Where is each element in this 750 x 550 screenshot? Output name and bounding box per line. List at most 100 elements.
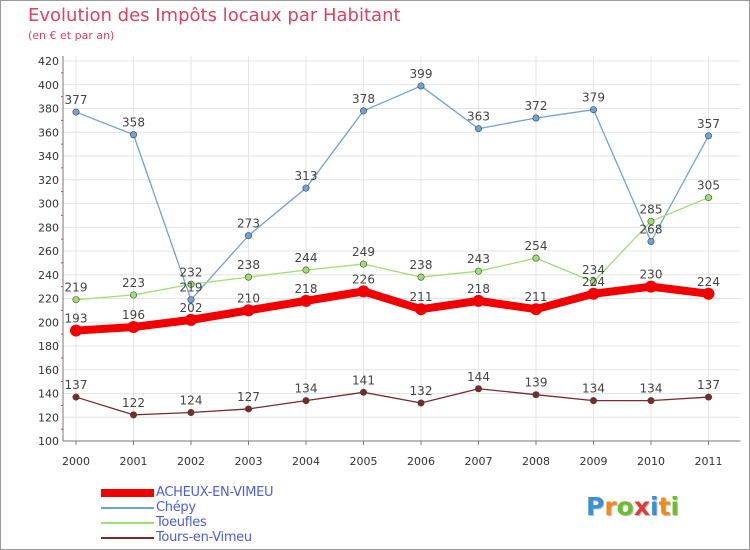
data-point xyxy=(647,397,655,405)
data-label: 358 xyxy=(122,116,145,130)
data-point xyxy=(647,238,655,246)
y-tick-label: 180 xyxy=(38,340,59,353)
data-label: 238 xyxy=(237,258,260,272)
data-point xyxy=(70,324,82,337)
data-point xyxy=(130,131,138,139)
y-tick-label: 380 xyxy=(38,103,59,116)
data-point xyxy=(587,287,600,300)
data-label: 232 xyxy=(180,265,203,279)
data-label: 137 xyxy=(65,378,88,392)
data-label: 238 xyxy=(410,258,433,272)
data-point xyxy=(704,194,712,202)
data-label: 273 xyxy=(237,217,260,231)
data-point xyxy=(187,408,195,416)
logo-letter: o xyxy=(616,492,634,521)
data-point xyxy=(127,321,140,333)
data-point xyxy=(245,405,253,413)
data-point xyxy=(704,132,712,140)
series-line-toeufles xyxy=(75,196,710,301)
x-tick-label: 2005 xyxy=(350,455,378,468)
x-tick-label: 2004 xyxy=(292,455,320,468)
logo-letter: r xyxy=(604,492,617,521)
data-point xyxy=(300,294,312,307)
y-tick-label: 320 xyxy=(38,174,59,187)
legend-swatch xyxy=(101,537,154,539)
data-point xyxy=(185,313,197,326)
y-tick-label: 360 xyxy=(38,126,59,139)
data-label: 363 xyxy=(467,110,490,124)
data-point xyxy=(532,391,540,399)
data-label: 305 xyxy=(697,179,720,193)
logo-letter: P xyxy=(586,492,605,521)
data-point xyxy=(530,303,542,316)
legend-label: Tours-en-Vimeu xyxy=(156,530,252,545)
data-label: 137 xyxy=(697,378,720,392)
x-tick-label: 2003 xyxy=(235,455,263,468)
data-label: 224 xyxy=(582,275,605,289)
data-label: 313 xyxy=(295,169,318,183)
data-label: 193 xyxy=(65,312,88,326)
x-tick-label: 2007 xyxy=(465,455,493,468)
y-tick-label: 100 xyxy=(38,435,59,448)
legend-item-ch-py: Chépy xyxy=(101,500,401,516)
data-point xyxy=(302,184,310,192)
data-label: 223 xyxy=(122,276,145,290)
x-tick-label: 2010 xyxy=(637,455,665,468)
y-tick-label: 120 xyxy=(38,411,59,424)
data-label: 218 xyxy=(467,282,490,296)
data-point xyxy=(72,108,80,116)
data-label: 196 xyxy=(122,308,145,322)
data-point xyxy=(704,393,712,401)
x-tick-label: 2006 xyxy=(407,455,435,468)
data-label: 379 xyxy=(582,91,605,105)
data-label: 224 xyxy=(697,275,720,289)
data-point xyxy=(130,411,138,419)
data-point xyxy=(187,280,195,288)
data-point xyxy=(130,291,138,299)
legend-swatch xyxy=(101,522,154,524)
data-point xyxy=(245,232,253,240)
data-point xyxy=(242,304,255,317)
data-point xyxy=(72,296,80,304)
y-tick-label: 280 xyxy=(38,221,59,234)
data-label: 234 xyxy=(582,263,605,277)
data-point xyxy=(532,254,540,262)
data-label: 399 xyxy=(410,67,433,81)
y-tick-label: 220 xyxy=(38,293,59,306)
data-point xyxy=(302,266,310,274)
legend-item-acheux-en-vimeu: ACHEUX-EN-VIMEU xyxy=(101,485,401,501)
legend-label: Chépy xyxy=(156,500,196,515)
series-line-tours-en-vimeu xyxy=(75,388,710,416)
y-tick-label: 420 xyxy=(38,55,59,68)
data-point xyxy=(245,273,253,281)
y-tick-label: 260 xyxy=(38,245,59,258)
y-tick-label: 200 xyxy=(38,316,59,329)
chart-title: Evolution des Impôts locaux par Habitant xyxy=(28,5,401,26)
data-label: 378 xyxy=(352,92,375,106)
x-tick-label: 2002 xyxy=(177,455,205,468)
data-label: 230 xyxy=(640,268,663,282)
data-point xyxy=(417,399,425,407)
data-label: 218 xyxy=(295,282,318,296)
data-label: 210 xyxy=(237,291,260,305)
y-tick-label: 140 xyxy=(38,388,59,401)
data-point xyxy=(645,280,657,293)
data-label: 134 xyxy=(640,382,663,396)
data-label: 219 xyxy=(65,281,88,295)
x-tick-label: 2001 xyxy=(120,455,148,468)
data-point xyxy=(302,397,310,405)
legend-label: Toeufles xyxy=(156,515,207,530)
x-tick-label: 2000 xyxy=(62,455,90,468)
data-label: 249 xyxy=(352,245,375,259)
data-label: 377 xyxy=(65,93,88,107)
logo-letter: t xyxy=(658,492,671,521)
data-label: 141 xyxy=(352,373,375,387)
legend-item-tours-en-vimeu: Tours-en-Vimeu xyxy=(101,530,401,546)
data-point xyxy=(647,217,655,225)
data-point xyxy=(472,294,485,307)
data-point xyxy=(72,393,80,401)
data-point xyxy=(359,260,367,268)
data-point xyxy=(474,385,482,393)
data-label: 211 xyxy=(410,290,433,304)
